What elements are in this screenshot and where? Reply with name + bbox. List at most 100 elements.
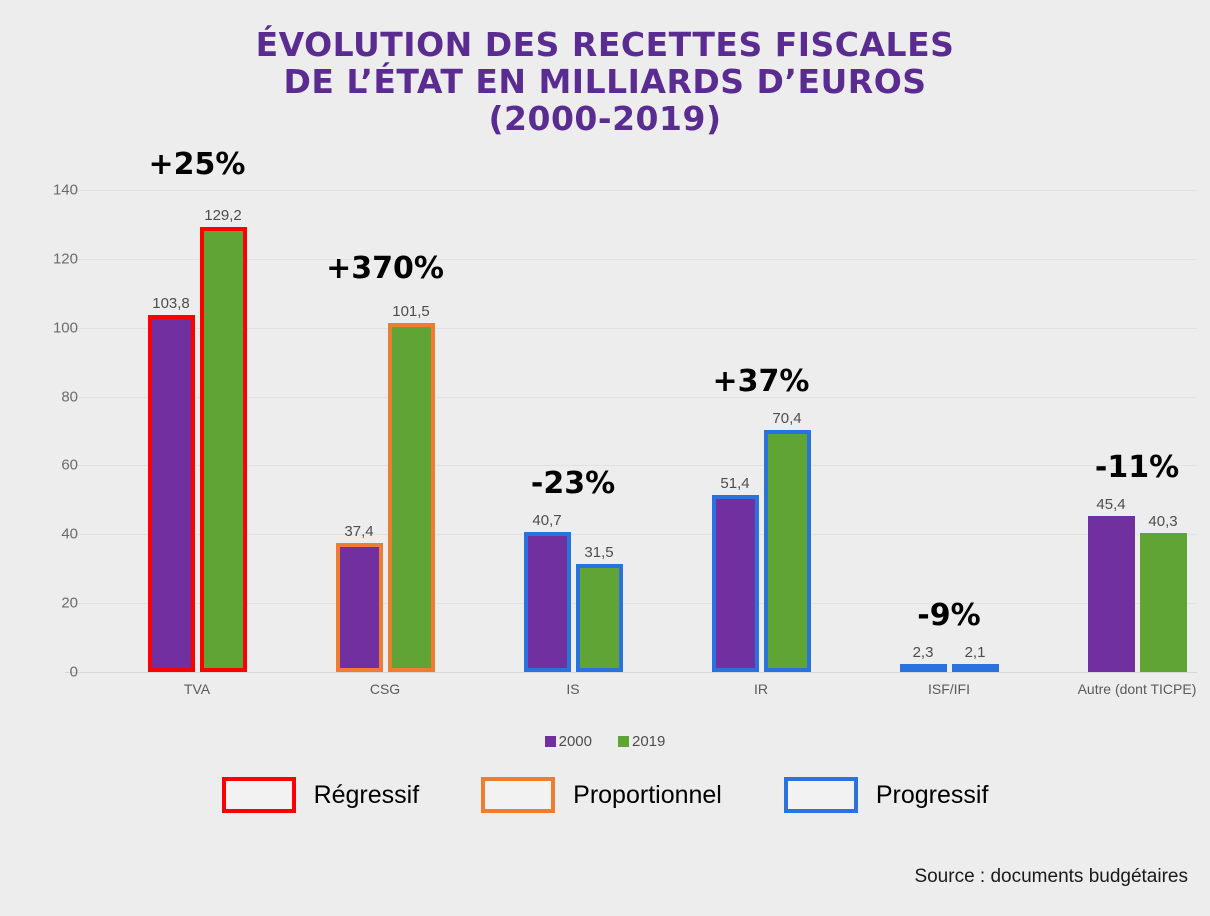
chart-title-line-3: (2000-2019) xyxy=(488,99,722,138)
bar-rect[interactable] xyxy=(1139,533,1187,672)
bar-pair: 2,3 2,1 xyxy=(855,190,1043,672)
bar-rect[interactable] xyxy=(199,227,247,672)
bar-value-label: 45,4 xyxy=(1096,495,1126,513)
bar-value-label: 2,1 xyxy=(964,644,986,661)
bar-pair: 45,4 40,3 xyxy=(1043,190,1210,672)
growth-annotation: +25% xyxy=(148,147,246,183)
chart-title-line-2: DE L’ÉTAT EN MILLIARDS D’EUROS xyxy=(283,62,927,101)
chart-title: ÉVOLUTION DES RECETTES FISCALES DE L’ÉTAT… xyxy=(0,26,1210,137)
gridline-40 xyxy=(65,534,1197,536)
bar-rect[interactable] xyxy=(1087,515,1135,672)
series-legend-swatch-icon xyxy=(544,736,556,747)
gridline-140 xyxy=(65,190,1197,191)
bar-2019-tva[interactable]: 129,2 xyxy=(199,207,247,672)
bar-value-label: 37,4 xyxy=(344,523,374,541)
bar-rect[interactable] xyxy=(523,531,571,672)
x-axis-label: Autre (dont TICPE) xyxy=(1077,681,1197,697)
bar-2019-csg[interactable]: 101,5 xyxy=(387,303,435,672)
tax-type-legend-label: Progressif xyxy=(875,780,989,809)
bar-2000-tva[interactable]: 103,8 xyxy=(147,295,195,672)
bar-pair: 103,8 129,2 xyxy=(103,190,291,672)
bar-group-tva: 103,8 129,2 +25% TVA xyxy=(103,147,291,697)
bar-rect[interactable] xyxy=(147,314,195,672)
bar-2000-autre-dont-ticpe[interactable]: 45,4 xyxy=(1087,496,1135,672)
bar-value-label: 101,5 xyxy=(392,302,430,320)
y-axis-tick-label: 0 xyxy=(69,663,78,681)
y-axis-tick-label: 140 xyxy=(52,181,78,199)
y-axis-tick-label: 60 xyxy=(61,456,78,474)
gridline-60 xyxy=(65,465,1197,467)
y-axis-tick-label: 100 xyxy=(52,319,78,337)
bar-group-isf-ifi: 2,3 2,1 -9% ISF/IFI xyxy=(855,190,1043,697)
tax-type-legend-item-progressif[interactable]: Progressif xyxy=(783,777,989,813)
series-legend-item-2000[interactable]: 2000 xyxy=(544,733,592,750)
bar-2019-is[interactable]: 31,5 xyxy=(575,544,623,672)
growth-annotation: +370% xyxy=(326,250,444,286)
bar-value-label: 103,8 xyxy=(152,294,190,312)
bar-2000-isf-ifi[interactable]: 2,3 xyxy=(899,644,947,672)
growth-annotation: +37% xyxy=(712,363,810,399)
chart-title-line-1: ÉVOLUTION DES RECETTES FISCALES xyxy=(255,25,955,64)
tax-type-legend-swatch-icon xyxy=(783,777,858,813)
tax-type-legend-swatch-icon xyxy=(481,777,556,813)
gridline-20 xyxy=(65,603,1197,605)
bar-group-ir: 51,4 70,4 +37% IR xyxy=(667,190,855,697)
x-axis-label: TVA xyxy=(183,681,211,697)
bar-group-autre-dont-ticpe: 45,4 40,3 -11% Autre (dont TICPE) xyxy=(1043,190,1210,697)
bar-2000-ir[interactable]: 51,4 xyxy=(711,475,759,672)
tax-type-legend: Régressif Proportionnel Progressif xyxy=(0,777,1210,813)
series-legend: 2000 2019 xyxy=(0,733,1210,750)
gridline-0 xyxy=(65,672,1197,673)
x-axis-label: IS xyxy=(566,681,580,697)
bar-value-label: 31,5 xyxy=(584,543,614,561)
x-axis-label: IR xyxy=(754,681,768,697)
bar-group-csg: 37,4 101,5 +370% CSG xyxy=(291,190,479,697)
series-legend-label: 2000 xyxy=(558,733,592,750)
x-axis-label: ISF/IFI xyxy=(928,681,970,697)
series-legend-item-2019[interactable]: 2019 xyxy=(618,733,665,750)
gridline-80 xyxy=(65,396,1197,398)
bar-2019-autre-dont-ticpe[interactable]: 40,3 xyxy=(1139,513,1187,672)
tax-type-legend-item-proportionnel[interactable]: Proportionnel xyxy=(481,777,722,813)
bar-rect[interactable] xyxy=(951,664,999,672)
gridline-120 xyxy=(65,258,1197,260)
bar-rect[interactable] xyxy=(899,664,947,672)
bar-pair: 37,4 101,5 xyxy=(291,190,479,672)
tax-type-legend-swatch-icon xyxy=(221,777,296,813)
series-legend-label: 2019 xyxy=(632,733,666,750)
bar-2000-csg[interactable]: 37,4 xyxy=(335,523,383,672)
tax-type-legend-label: Régressif xyxy=(313,780,420,809)
x-axis-label: CSG xyxy=(369,681,401,697)
bar-value-label: 40,7 xyxy=(532,511,562,529)
plot-area: 0 20 40 60 80 100 120 140 103,8 129,2 +25% TVA 37,4 1… xyxy=(45,147,1197,697)
bar-pair: 40,7 31,5 xyxy=(479,190,667,672)
growth-annotation: -23% xyxy=(530,465,616,501)
y-axis-tick-label: 20 xyxy=(61,594,78,612)
bar-value-label: 51,4 xyxy=(720,475,750,493)
bar-value-label: 129,2 xyxy=(204,207,242,225)
bar-2000-is[interactable]: 40,7 xyxy=(523,512,571,672)
bar-rect[interactable] xyxy=(575,563,623,672)
bar-rect[interactable] xyxy=(387,322,435,672)
gridline-100 xyxy=(65,327,1197,329)
bar-rect[interactable] xyxy=(711,495,759,672)
bar-2019-ir[interactable]: 70,4 xyxy=(763,410,811,672)
series-legend-swatch-icon xyxy=(618,736,629,747)
bar-rect[interactable] xyxy=(763,429,811,672)
tax-type-legend-label: Proportionnel xyxy=(573,780,722,809)
y-axis-tick-label: 80 xyxy=(61,388,78,406)
source-note: Source : documents budgétaires xyxy=(914,866,1188,887)
bar-value-label: 40,3 xyxy=(1148,513,1178,531)
y-axis-tick-label: 120 xyxy=(52,250,78,268)
y-axis-tick-label: 40 xyxy=(61,525,78,543)
bar-pair: 51,4 70,4 xyxy=(667,190,855,672)
growth-annotation: -11% xyxy=(1094,449,1180,485)
bar-group-is: 40,7 31,5 -23% IS xyxy=(479,190,667,697)
bar-2019-isf-ifi[interactable]: 2,1 xyxy=(951,644,999,672)
bar-value-label: 2,3 xyxy=(912,644,934,661)
tax-type-legend-item-régressif[interactable]: Régressif xyxy=(221,777,420,813)
growth-annotation: -9% xyxy=(917,598,981,634)
bar-rect[interactable] xyxy=(335,543,383,672)
bar-value-label: 70,4 xyxy=(772,409,802,427)
